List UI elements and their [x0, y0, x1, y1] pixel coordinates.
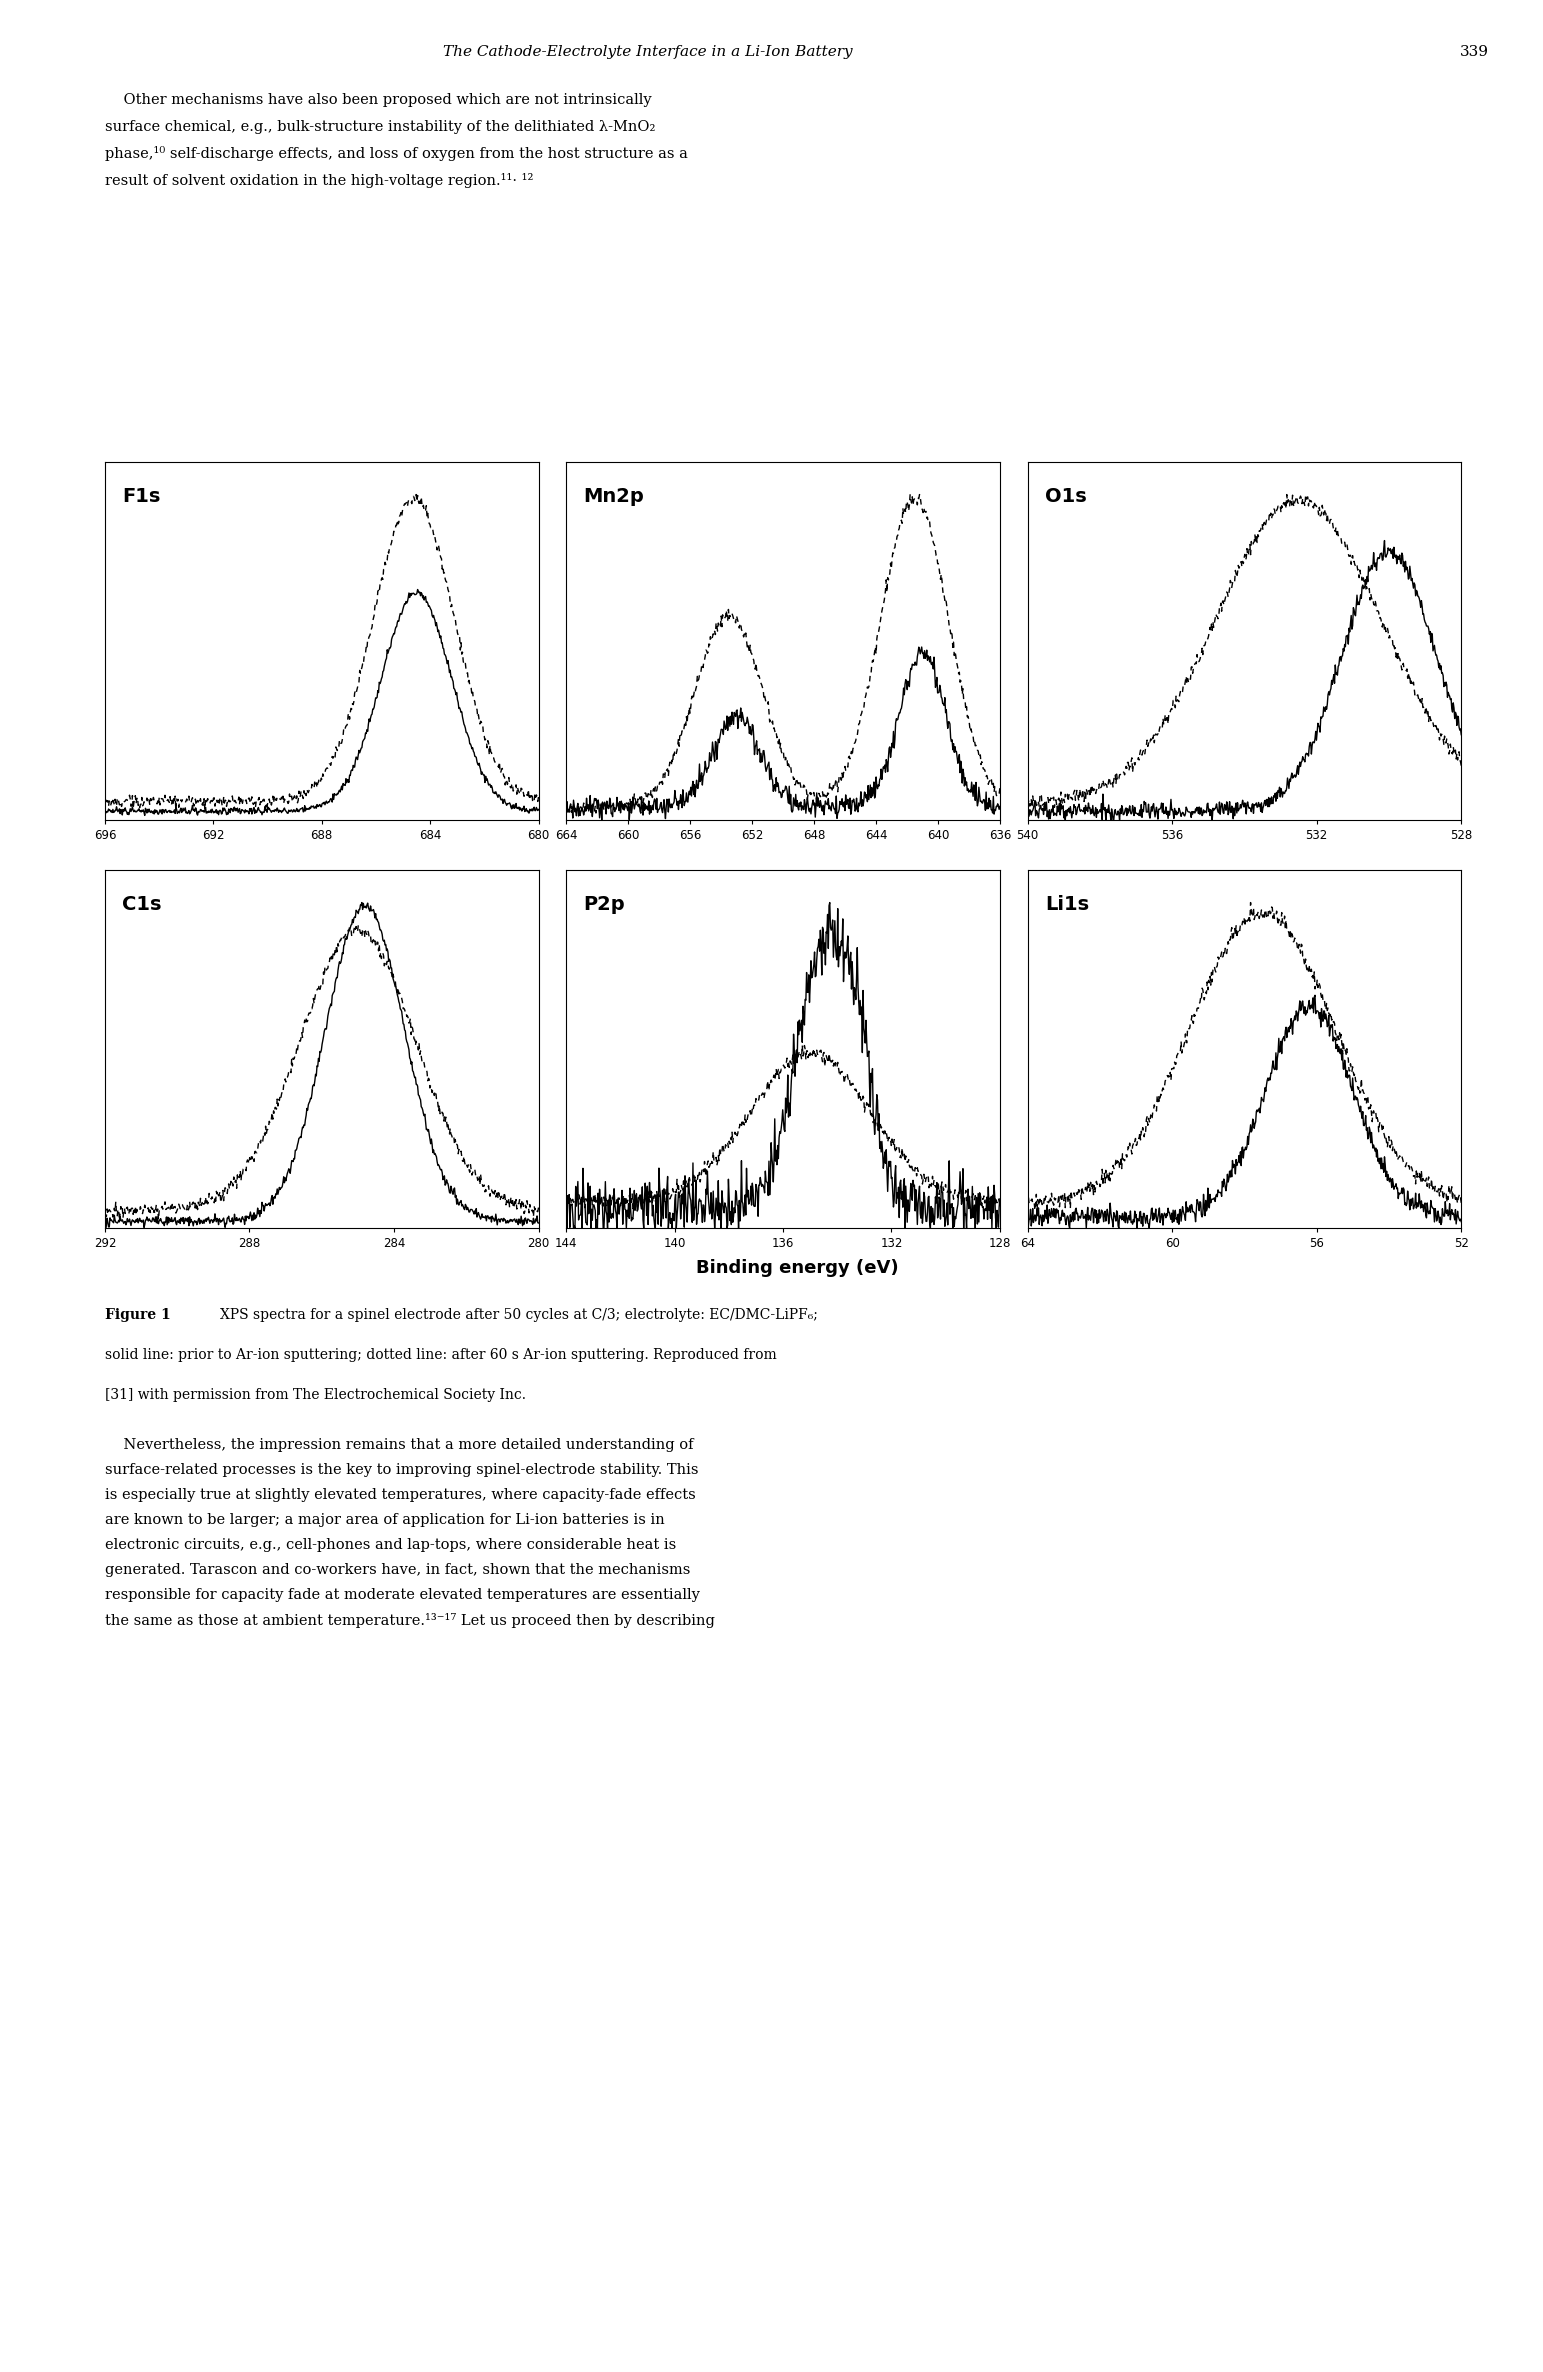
Text: is especially true at slightly elevated temperatures, where capacity-fade effect: is especially true at slightly elevated … [105, 1487, 696, 1501]
Text: P2p: P2p [583, 894, 625, 913]
Text: solid line: prior to Ar-ion sputtering; dotted line: after 60 s Ar-ion sputterin: solid line: prior to Ar-ion sputtering; … [105, 1347, 776, 1362]
Text: XPS spectra for a spinel electrode after 50 cycles at C/3; electrolyte: EC/DMC-L: XPS spectra for a spinel electrode after… [219, 1307, 818, 1321]
Text: result of solvent oxidation in the high-voltage region.¹¹· ¹²: result of solvent oxidation in the high-… [105, 173, 534, 187]
Text: generated. Tarascon and co-workers have, in fact, shown that the mechanisms: generated. Tarascon and co-workers have,… [105, 1563, 690, 1577]
Text: responsible for capacity fade at moderate elevated temperatures are essentially: responsible for capacity fade at moderat… [105, 1587, 701, 1601]
Text: surface-related processes is the key to improving spinel-electrode stability. Th: surface-related processes is the key to … [105, 1464, 699, 1478]
Text: phase,¹⁰ self-discharge effects, and loss of oxygen from the host structure as a: phase,¹⁰ self-discharge effects, and los… [105, 147, 688, 161]
Text: Nevertheless, the impression remains that a more detailed understanding of: Nevertheless, the impression remains tha… [105, 1437, 693, 1452]
Text: are known to be larger; a major area of application for Li-ion batteries is in: are known to be larger; a major area of … [105, 1513, 665, 1528]
Text: Mn2p: Mn2p [583, 486, 645, 505]
Text: Binding energy (eV): Binding energy (eV) [696, 1260, 898, 1276]
Text: Li1s: Li1s [1045, 894, 1089, 913]
Text: surface chemical, e.g., bulk-structure instability of the delithiated λ-MnO₂: surface chemical, e.g., bulk-structure i… [105, 119, 656, 133]
Text: 339: 339 [1460, 45, 1489, 59]
Text: F1s: F1s [122, 486, 160, 505]
Text: Figure 1: Figure 1 [105, 1307, 171, 1321]
Text: C1s: C1s [122, 894, 162, 913]
Text: the same as those at ambient temperature.¹³⁻¹⁷ Let us proceed then by describing: the same as those at ambient temperature… [105, 1613, 714, 1627]
Text: [31] with permission from The Electrochemical Society Inc.: [31] with permission from The Electroche… [105, 1388, 526, 1402]
Text: electronic circuits, e.g., cell-phones and lap-tops, where considerable heat is: electronic circuits, e.g., cell-phones a… [105, 1537, 676, 1551]
Text: The Cathode-Electrolyte Interface in a Li-Ion Battery: The Cathode-Electrolyte Interface in a L… [443, 45, 853, 59]
Text: Other mechanisms have also been proposed which are not intrinsically: Other mechanisms have also been proposed… [105, 93, 651, 107]
Text: O1s: O1s [1045, 486, 1086, 505]
